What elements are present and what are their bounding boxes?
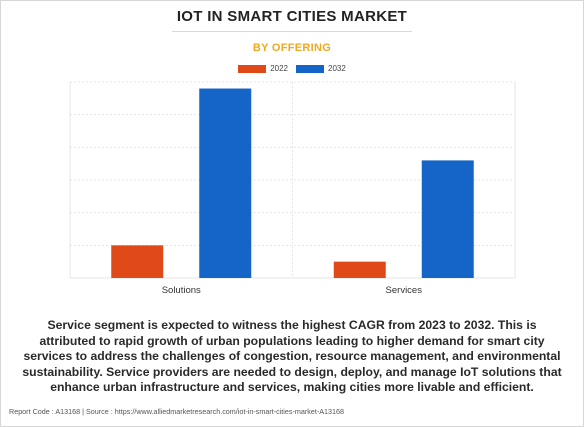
chart-subtitle: BY OFFERING [252,42,332,54]
bar-solutions-2032 [199,88,252,279]
legend-item-2032[interactable]: 2032 [296,64,346,73]
source-footer: Report Code : A13168 | Source : https://… [9,407,345,416]
bar-services-2032 [421,160,474,278]
legend-swatch-2022 [238,64,267,73]
x-tick-label-solutions: Solutions [162,285,201,296]
title-divider [172,31,412,32]
x-tick-label-services: Services [386,285,423,296]
legend-label-2022: 2022 [270,64,288,73]
legend-label-2032: 2032 [328,64,346,73]
chart-title: IOT IN SMART CITIES MARKET [176,8,408,25]
legend-item-2022[interactable]: 2022 [238,64,288,73]
legend-swatch-2032 [296,64,324,73]
bar-services-2022 [333,261,386,278]
chart-legend: 2022 2032 [0,64,584,73]
bar-solutions-2022 [111,245,164,278]
chart-caption: Service segment is expected to witness t… [22,318,562,395]
bar-chart: Solutions Services [69,81,516,296]
